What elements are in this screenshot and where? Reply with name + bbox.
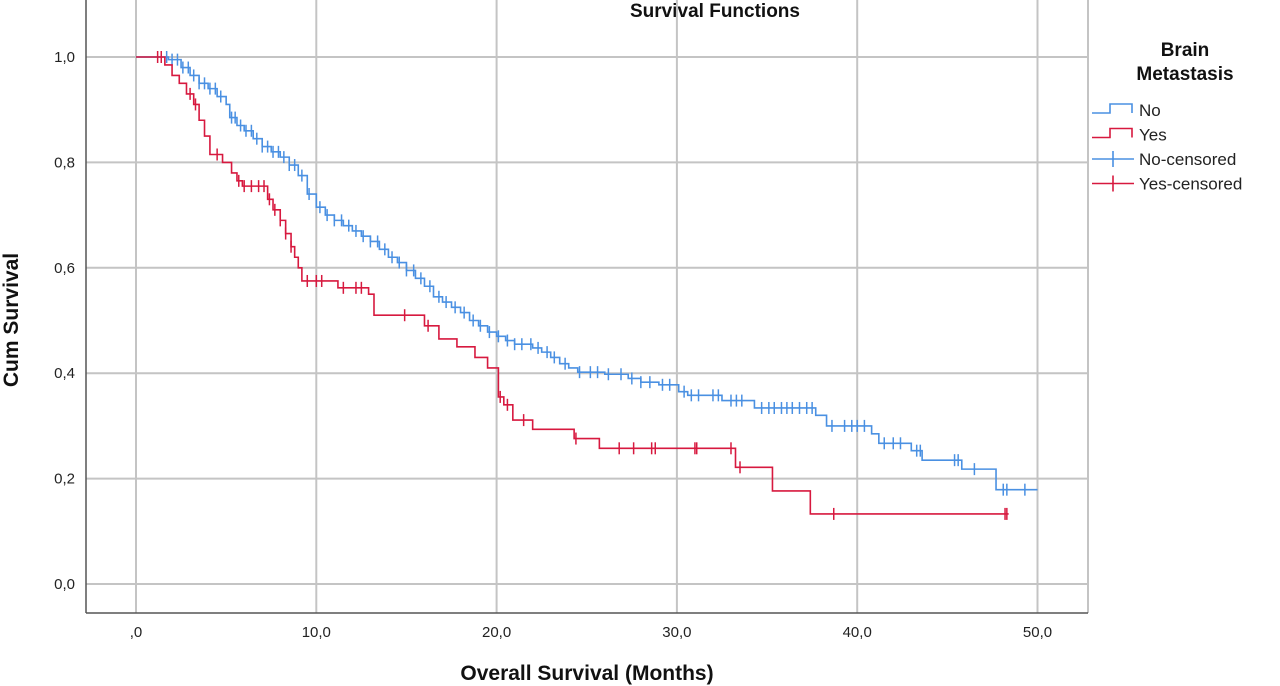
y-tick-label: 0,4 [54, 365, 75, 382]
legend-entry: Yes [1139, 126, 1167, 145]
y-tick-label: 0,0 [54, 576, 75, 593]
axes: ,0 10,0 20,0 30,0 40,0 50,0 0,0 0,2 0,4 0,6 0,8 1,0 [54, 0, 1088, 641]
x-tick-label: 40,0 [843, 624, 872, 641]
x-tick-label: 30,0 [662, 624, 691, 641]
legend-title-line2: Metastasis [1136, 64, 1233, 85]
y-tick-label: 0,2 [54, 471, 75, 488]
legend-swatch-step [1092, 127, 1133, 139]
legend: Brain Metastasis No Yes No-censored Yes-cen… [1092, 40, 1242, 194]
chart-title: Survival Functions [630, 1, 800, 22]
x-axis-label: Overall Survival (Months) [460, 662, 713, 685]
x-tick-label: 20,0 [482, 624, 511, 641]
survival-curve-no [136, 56, 1038, 491]
legend-entry: No-censored [1139, 150, 1236, 169]
y-tick-label: 0,6 [54, 260, 75, 277]
x-tick-label: 10,0 [302, 624, 331, 641]
y-tick-label: 1,0 [54, 49, 75, 66]
legend-entry: No [1139, 101, 1161, 120]
grid [86, 0, 1089, 613]
legend-title-line1: Brain [1161, 40, 1210, 61]
x-tick-label: ,0 [130, 624, 143, 641]
legend-entry: Yes-censored [1139, 175, 1242, 194]
legend-swatch-step [1092, 103, 1133, 114]
curves [136, 51, 1038, 520]
y-axis-label: Cum Survival [0, 253, 23, 387]
survival-curve-yes [136, 56, 1009, 515]
y-tick-label: 0,8 [54, 154, 75, 171]
x-tick-label: 50,0 [1023, 624, 1052, 641]
